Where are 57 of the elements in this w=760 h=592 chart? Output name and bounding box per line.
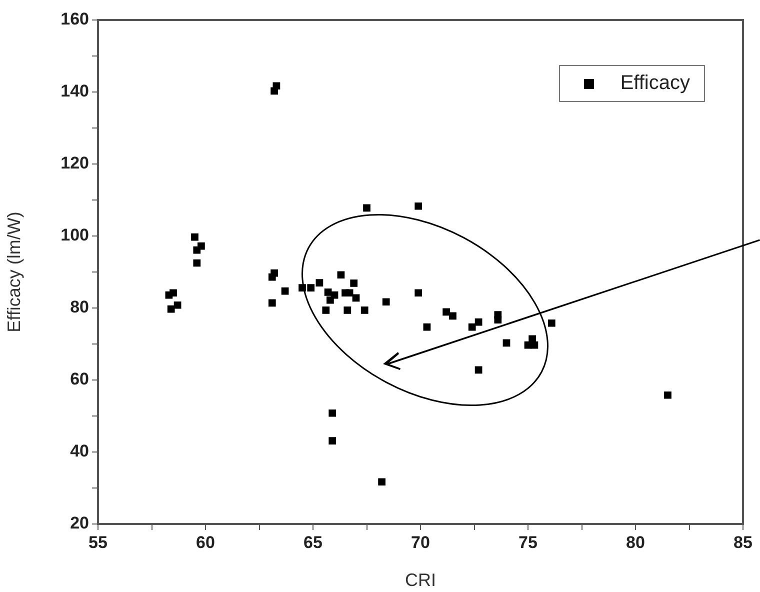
- point: [502, 339, 510, 347]
- point: [281, 287, 289, 295]
- y-axis-title: Efficacy (lm/W): [4, 212, 24, 332]
- point: [449, 312, 456, 320]
- point: [414, 289, 422, 297]
- point: [328, 409, 336, 417]
- x-tick-label: 65: [304, 532, 322, 552]
- point: [326, 296, 334, 304]
- point: [344, 306, 352, 314]
- point: [337, 271, 345, 279]
- point: [322, 306, 330, 314]
- point: [350, 279, 358, 287]
- y-tick-label: 60: [70, 370, 89, 389]
- point: [167, 305, 175, 313]
- point: [494, 316, 502, 324]
- y-tick-label: 140: [60, 82, 89, 101]
- x-tick-label: 85: [734, 532, 752, 552]
- point: [270, 87, 278, 95]
- point: [423, 323, 431, 331]
- x-tick-label: 55: [88, 532, 108, 552]
- point: [328, 437, 336, 445]
- point: [198, 242, 205, 250]
- x-axis-title: CRI: [405, 570, 436, 590]
- point: [270, 269, 278, 277]
- point: [170, 289, 177, 297]
- point: [530, 341, 538, 349]
- point: [316, 279, 324, 286]
- y-tick-label: 160: [60, 10, 89, 29]
- point: [174, 301, 182, 309]
- point: [191, 233, 198, 241]
- point: [378, 478, 386, 486]
- point: [474, 366, 482, 374]
- y-tick-label: 20: [70, 514, 89, 533]
- point: [548, 319, 556, 327]
- legend-label: Efficacy: [620, 72, 690, 95]
- point: [360, 306, 368, 314]
- point: [352, 294, 360, 302]
- x-tick-label: 75: [518, 532, 538, 552]
- point: [363, 204, 370, 212]
- point: [664, 391, 672, 399]
- point: [307, 284, 315, 292]
- y-tick-label: 80: [70, 298, 89, 317]
- point: [382, 298, 390, 306]
- point: [414, 202, 422, 210]
- y-tick-label: 100: [60, 226, 89, 245]
- x-tick-label: 60: [196, 532, 215, 552]
- x-tick-label: 70: [411, 532, 430, 552]
- point: [468, 323, 476, 331]
- point: [474, 318, 482, 326]
- point: [193, 259, 201, 267]
- y-tick-label: 40: [70, 442, 89, 461]
- point: [268, 299, 276, 307]
- y-tick-label: 120: [60, 154, 89, 173]
- point: [324, 288, 332, 296]
- point: [442, 308, 450, 316]
- x-tick-label: 80: [626, 532, 645, 552]
- point: [342, 289, 349, 297]
